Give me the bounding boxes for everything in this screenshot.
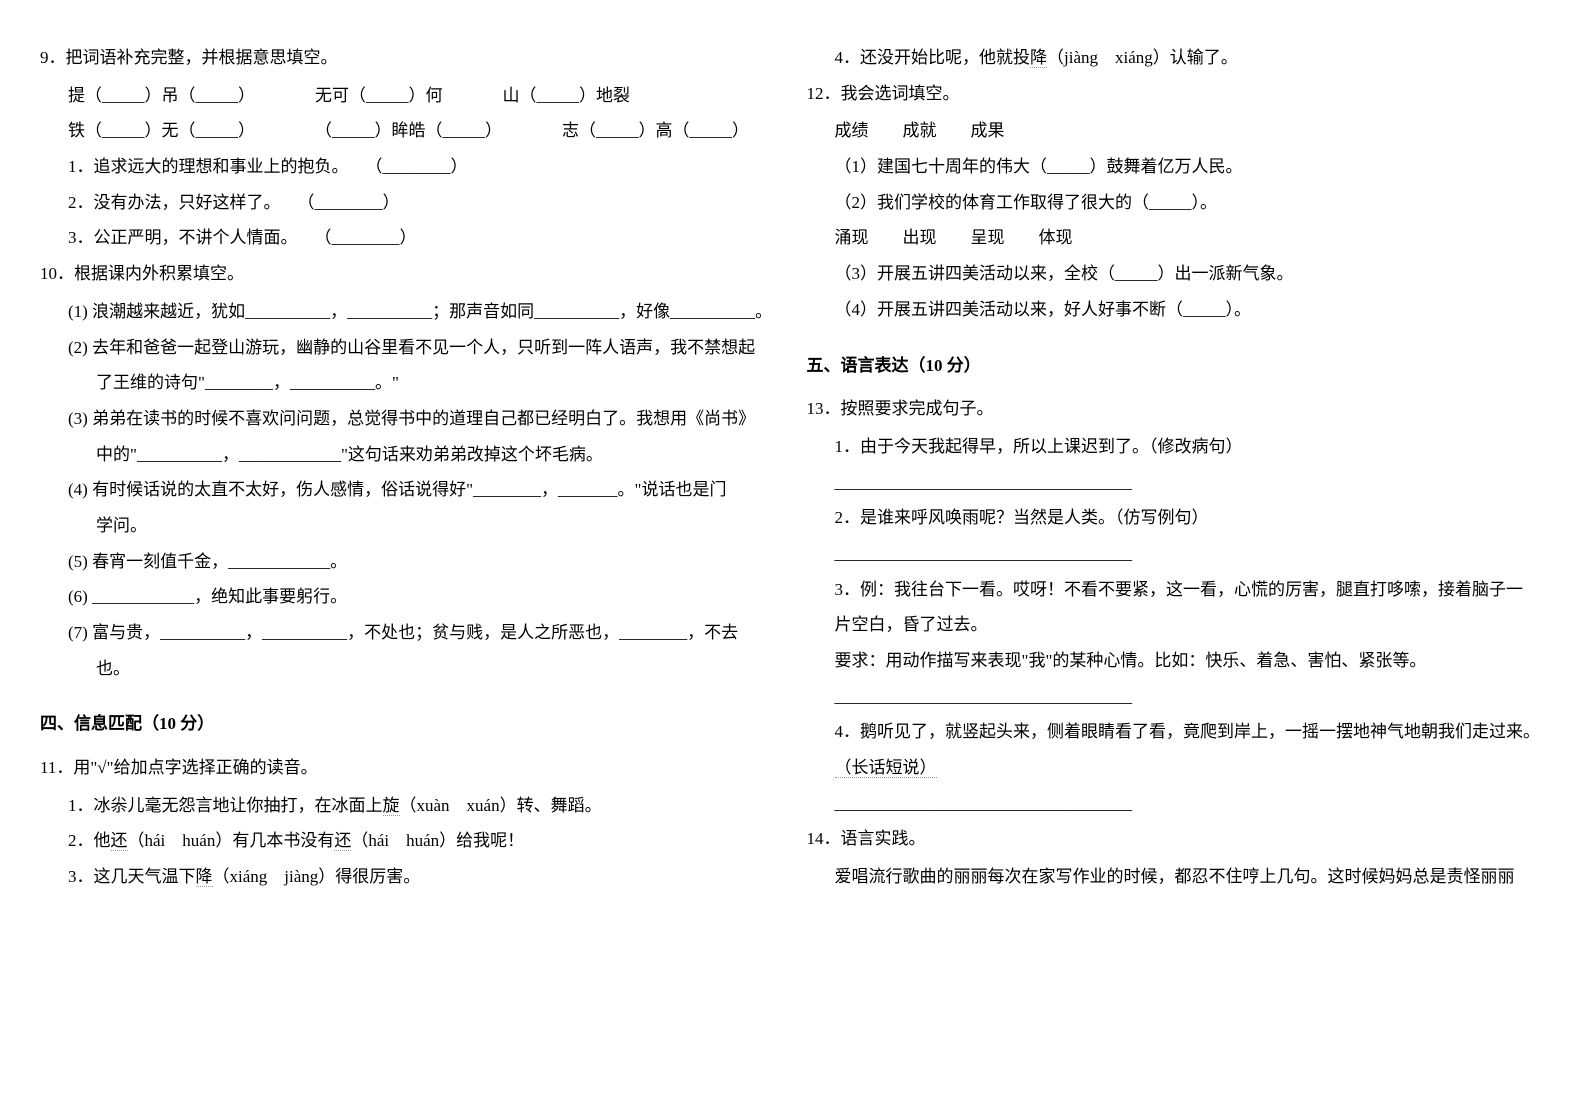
- q13-item3c: 要求：用动作描写来表现"我"的某种心情。比如：快乐、着急、害怕、紧张等。: [807, 643, 1544, 679]
- q10-item4b: 学问。: [40, 508, 777, 544]
- q13-line2: ___________________________________: [807, 536, 1544, 572]
- q13-item1: 1．由于今天我起得早，所以上课迟到了。（修改病句）: [807, 429, 1544, 465]
- q9-row1-a: 提（_____）吊（_____）: [68, 78, 255, 114]
- q12-group1: 成绩 成就 成果: [807, 113, 1544, 149]
- q11-item1: 1．冰尜儿毫无怨言地让你抽打，在冰面上旋（xuàn xuán）转、舞蹈。: [40, 788, 777, 824]
- section4-title: 四、信息匹配（10 分）: [40, 706, 777, 742]
- q11-item2-dot1: 还: [111, 831, 128, 851]
- q10-item3b: 中的"__________，____________"这句话来劝弟弟改掉这个坏毛…: [40, 437, 777, 473]
- q11-item4-b: （jiàng xiáng）认输了。: [1047, 48, 1238, 67]
- q12-prompt: 12．我会选词填空。: [807, 76, 1544, 112]
- q11-item2-b: （hái huán）有几本书没有: [128, 831, 335, 850]
- section5-title: 五、语言表达（10 分）: [807, 348, 1544, 384]
- q13-line4: ___________________________________: [807, 786, 1544, 822]
- q11-item4-a: 4．还没开始比呢，他就投: [835, 48, 1031, 67]
- q9-item2: 2．没有办法，只好这样了。 （________）: [40, 185, 777, 221]
- q9-row2-b: （_____）眸皓（_____）: [315, 113, 502, 149]
- q12-item4: （4）开展五讲四美活动以来，好人好事不断（_____）。: [807, 292, 1544, 328]
- q9-prompt: 9．把词语补充完整，并根据意思填空。: [40, 40, 777, 76]
- q10-item7: (7) 富与贵，__________，__________，不处也；贫与贱，是人…: [40, 615, 777, 651]
- q9-row2: 铁（_____）无（_____） （_____）眸皓（_____） 志（____…: [40, 113, 777, 149]
- right-column: 4．还没开始比呢，他就投降（jiàng xiáng）认输了。 12．我会选词填空…: [807, 40, 1544, 895]
- q13-item4a: 4．鹅听见了，就竖起头来，侧着眼睛看了看，竟爬到岸上，一摇一摆地神气地朝我们走过…: [807, 714, 1544, 750]
- q13-item2: 2．是谁来呼风唤雨呢？当然是人类。（仿写例句）: [807, 500, 1544, 536]
- q11-item2-dot2: 还: [334, 831, 351, 851]
- q11-item3: 3．这几天气温下降（xiáng jiàng）得很厉害。: [40, 859, 777, 895]
- q9-row2-a: 铁（_____）无（_____）: [68, 113, 255, 149]
- q11-item2-c: （hái huán）给我呢！: [351, 831, 524, 850]
- q14-prompt: 14．语言实践。: [807, 821, 1544, 857]
- q10-item2b: 了王维的诗句"________，__________。": [40, 365, 777, 401]
- q13-line3: ___________________________________: [807, 679, 1544, 715]
- q13-line1: ___________________________________: [807, 465, 1544, 501]
- q13-prompt: 13．按照要求完成句子。: [807, 391, 1544, 427]
- q10-item4: (4) 有时候话说的太直不太好，伤人感情，俗话说得好"________，____…: [40, 472, 777, 508]
- q11-item3-dot: 降: [196, 867, 213, 887]
- q14-text: 爱唱流行歌曲的丽丽每次在家写作业的时候，都忍不住哼上几句。这时候妈妈总是责怪丽丽: [807, 859, 1544, 895]
- q9-row1-b: 无可（_____）何: [315, 78, 443, 114]
- q13-item3b: 片空白，昏了过去。: [807, 607, 1544, 643]
- q10-item2: (2) 去年和爸爸一起登山游玩，幽静的山谷里看不见一个人，只听到一阵人语声，我不…: [40, 330, 777, 366]
- q10-item6: (6) ____________，绝知此事要躬行。: [40, 579, 777, 615]
- q10-item7b: 也。: [40, 651, 777, 687]
- left-column: 9．把词语补充完整，并根据意思填空。 提（_____）吊（_____） 无可（_…: [40, 40, 777, 895]
- q11-item3-b: （xiáng jiàng）得很厉害。: [213, 867, 421, 886]
- q11-item1-b: （xuàn xuán）转、舞蹈。: [400, 796, 602, 815]
- q12-group2: 涌现 出现 呈现 体现: [807, 220, 1544, 256]
- q9-row1: 提（_____）吊（_____） 无可（_____）何 山（_____）地裂: [40, 78, 777, 114]
- q13-item4b: （长话短说）: [807, 750, 1544, 786]
- q11-item4: 4．还没开始比呢，他就投降（jiàng xiáng）认输了。: [807, 40, 1544, 76]
- q11-item2: 2．他还（hái huán）有几本书没有还（hái huán）给我呢！: [40, 823, 777, 859]
- q10-item3: (3) 弟弟在读书的时候不喜欢问问题，总觉得书中的道理自己都已经明白了。我想用《…: [40, 401, 777, 437]
- q9-item3: 3．公正严明，不讲个人情面。 （________）: [40, 220, 777, 256]
- q12-item3: （3）开展五讲四美活动以来，全校（_____）出一派新气象。: [807, 256, 1544, 292]
- q10-item5: (5) 春宵一刻值千金，____________。: [40, 544, 777, 580]
- q11-prompt: 11．用"√"给加点字选择正确的读音。: [40, 750, 777, 786]
- q10-item1: (1) 浪潮越来越近，犹如__________，__________；那声音如同…: [40, 294, 777, 330]
- q9-row2-c: 志（_____）高（_____）: [562, 113, 749, 149]
- q11-item1-dot: 旋: [383, 796, 400, 816]
- q9-item1: 1．追求远大的理想和事业上的抱负。 （________）: [40, 149, 777, 185]
- q13-item4b-dot: （长话短说）: [835, 758, 937, 778]
- q9-row1-c: 山（_____）地裂: [503, 78, 631, 114]
- q12-item2: （2）我们学校的体育工作取得了很大的（_____）。: [807, 185, 1544, 221]
- q11-item1-a: 1．冰尜儿毫无怨言地让你抽打，在冰面上: [68, 796, 383, 815]
- q11-item2-a: 2．他: [68, 831, 111, 850]
- q13-item3a: 3．例：我往台下一看。哎呀！不看不要紧，这一看，心慌的厉害，腿直打哆嗦，接着脑子…: [807, 572, 1544, 608]
- q11-item4-dot: 降: [1030, 48, 1047, 68]
- q10-prompt: 10．根据课内外积累填空。: [40, 256, 777, 292]
- q12-item1: （1）建国七十周年的伟大（_____）鼓舞着亿万人民。: [807, 149, 1544, 185]
- q11-item3-a: 3．这几天气温下: [68, 867, 196, 886]
